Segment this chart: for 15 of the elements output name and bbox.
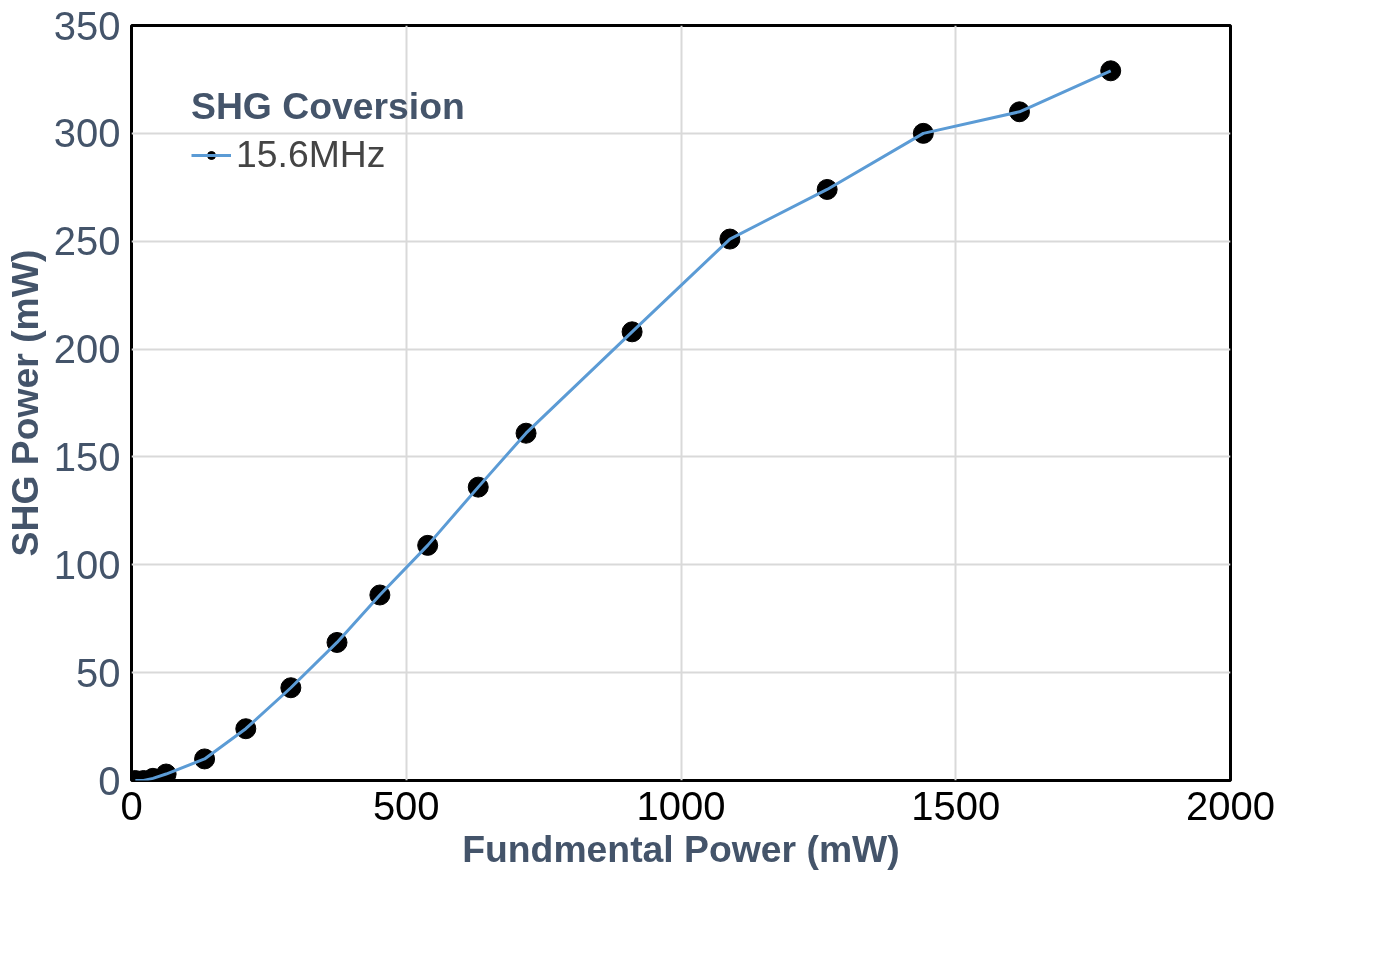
y-tick-label: 350 bbox=[53, 3, 121, 48]
y-tick-label: 200 bbox=[53, 327, 121, 372]
y-tick-label: 150 bbox=[53, 434, 121, 479]
x-tick-label: 2000 bbox=[1186, 783, 1275, 828]
y-axis-title: SHG Power (mW) bbox=[3, 249, 46, 557]
y-tick-label: 300 bbox=[53, 111, 121, 156]
x-tick-label: 1000 bbox=[636, 783, 726, 828]
y-tick-label: 50 bbox=[76, 650, 121, 695]
x-axis-title: Fundmental Power (mW) bbox=[462, 827, 900, 870]
y-tick-label: 100 bbox=[53, 542, 121, 587]
y-tick-label: 250 bbox=[53, 219, 121, 264]
x-tick-label: 1500 bbox=[911, 783, 1001, 828]
legend-title: SHG Coversion bbox=[191, 85, 465, 128]
x-tick-label: 500 bbox=[372, 783, 440, 828]
legend-label: 15.6MHz bbox=[236, 133, 386, 176]
